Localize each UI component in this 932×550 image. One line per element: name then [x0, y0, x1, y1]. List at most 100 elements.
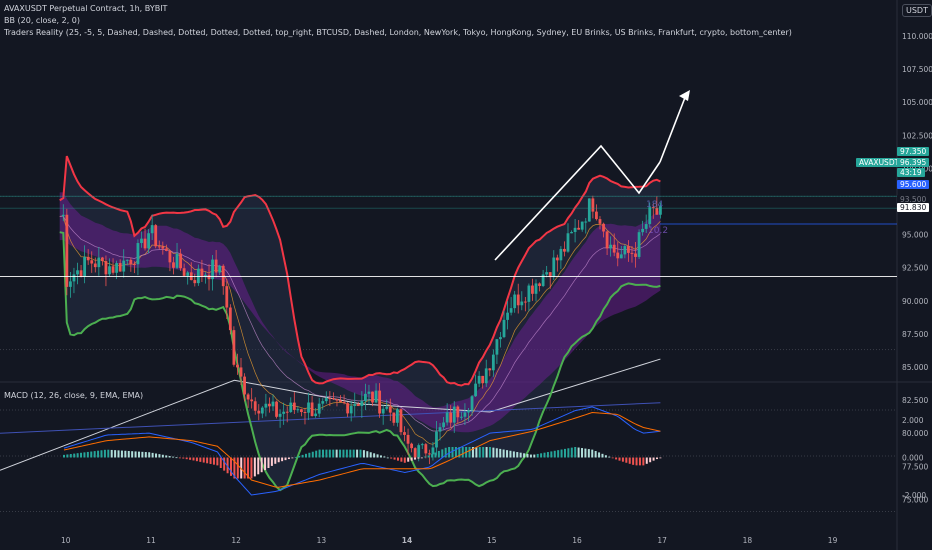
macd-histogram-bar: [458, 447, 461, 458]
macd-histogram-bar: [264, 457, 267, 471]
candle-body: [374, 390, 378, 403]
candle-body: [509, 308, 513, 313]
price-axis-label: 92.500: [902, 264, 928, 273]
candle-body: [278, 413, 282, 417]
macd-histogram-bar: [635, 457, 638, 466]
macd-histogram-bar: [550, 451, 553, 458]
macd-histogram-bar: [437, 450, 440, 458]
macd-histogram-bar: [206, 457, 209, 464]
indicator-bb-label[interactable]: BB (20, close, 2, 0): [4, 16, 80, 25]
macd-histogram-bar: [584, 448, 587, 458]
candle-body: [452, 406, 456, 423]
candlestick-series: [61, 195, 662, 465]
candle-body: [435, 431, 438, 448]
macd-histogram-bar: [127, 450, 130, 458]
bb-lower-line: [59, 231, 661, 492]
macd-label[interactable]: MACD (12, 26, close, 9, EMA, EMA): [4, 391, 144, 400]
macd-histogram-bar: [393, 457, 396, 460]
candle-body: [623, 246, 627, 255]
candle-body: [612, 244, 616, 253]
macd-histogram-bar: [80, 452, 83, 458]
macd-histogram-bar: [168, 456, 171, 458]
candle-body: [303, 412, 307, 414]
candle-body: [467, 410, 470, 413]
symbol-title[interactable]: AVAXUSDT Perpetual Contract, 1h, BYBIT: [4, 4, 168, 13]
macd-histogram-bar: [318, 449, 321, 458]
candle-body: [388, 406, 392, 413]
symbol-price-tag: AVAXUSDT: [856, 158, 903, 167]
price-tag-93500: 93.500: [897, 195, 930, 204]
macd-histogram-bar: [366, 451, 369, 458]
candle-body: [228, 307, 232, 331]
drawing-arrow-line: [659, 94, 687, 163]
macd-histogram-bar: [308, 452, 311, 458]
macd-histogram-bar: [594, 451, 597, 458]
candle-body: [122, 260, 126, 272]
candle-body: [403, 432, 406, 435]
macd-histogram-bar: [202, 457, 205, 463]
macd-histogram-bar: [216, 457, 219, 466]
candle-body: [332, 398, 335, 400]
macd-histogram-bar: [103, 449, 106, 458]
macd-histogram-bar: [189, 457, 192, 460]
candle-body: [424, 444, 428, 454]
candle-body: [61, 214, 65, 217]
macd-histogram-bar: [339, 449, 342, 458]
currency-button[interactable]: USDT: [902, 4, 932, 17]
macd-histogram-bar: [236, 457, 239, 479]
macd-histogram-bar: [632, 457, 635, 465]
candle-body: [605, 231, 609, 249]
candle-body: [253, 401, 257, 411]
candle-body: [125, 259, 129, 261]
price-axis-label: 85.000: [902, 363, 928, 372]
candle-body: [292, 402, 296, 410]
price-axis-label: 77.500: [902, 462, 928, 471]
candle-body: [339, 400, 342, 403]
macd-pane: [63, 406, 662, 496]
candle-body: [523, 301, 527, 303]
macd-histogram-bar: [328, 449, 331, 458]
macd-histogram-bar: [621, 457, 624, 462]
macd-histogram-bar: [369, 452, 372, 458]
macd-histogram-bar: [638, 457, 641, 466]
candle-body: [79, 270, 83, 277]
macd-histogram-bar: [533, 454, 536, 458]
candle-body: [459, 416, 463, 418]
macd-histogram-bar: [284, 457, 287, 461]
candle-body: [570, 231, 573, 234]
macd-histogram-bar: [134, 451, 137, 458]
candle-body: [271, 401, 275, 407]
macd-histogram-bar: [410, 457, 413, 461]
candle-body: [76, 270, 79, 275]
macd-histogram-bar: [403, 457, 406, 463]
candle-body: [182, 268, 186, 276]
candle-body: [150, 225, 154, 234]
macd-histogram-bar: [287, 457, 290, 460]
macd-histogram-bar: [529, 454, 532, 458]
macd-histogram-bar: [427, 455, 430, 458]
macd-histogram-bar: [352, 449, 355, 458]
macd-histogram-bar: [611, 457, 614, 459]
macd-histogram-bar: [301, 454, 304, 458]
level-label-102: 10.2: [648, 226, 668, 236]
macd-histogram-bar: [144, 452, 147, 458]
candle-body: [218, 265, 222, 273]
macd-histogram-bar: [659, 457, 662, 459]
price-axis-label: 102.500: [902, 131, 932, 140]
indicator-traders-reality-label[interactable]: Traders Reality (25, -5, 5, Dashed, Dash…: [4, 28, 792, 37]
macd-histogram-bar: [448, 447, 451, 458]
candle-body: [342, 402, 346, 404]
macd-histogram-bar: [274, 457, 277, 464]
macd-histogram-bar: [475, 447, 478, 458]
candle-body: [211, 259, 214, 280]
macd-histogram-bar: [223, 457, 226, 471]
macd-histogram-bar: [349, 449, 352, 458]
candle-body: [186, 272, 190, 276]
candle-body: [196, 268, 200, 284]
macd-histogram-bar: [557, 450, 560, 458]
macd-histogram-bar: [114, 450, 117, 458]
candle-body: [531, 285, 534, 294]
candle-body: [356, 404, 360, 407]
macd-histogram-bar: [615, 457, 618, 460]
